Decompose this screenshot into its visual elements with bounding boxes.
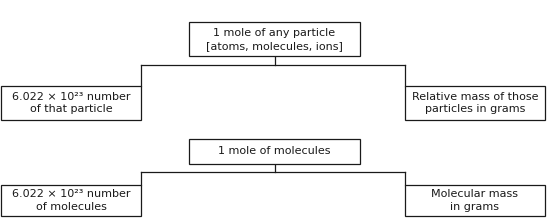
Text: Molecular mass
in grams: Molecular mass in grams <box>432 189 518 212</box>
FancyBboxPatch shape <box>189 139 360 164</box>
FancyBboxPatch shape <box>2 185 142 216</box>
FancyBboxPatch shape <box>2 86 142 120</box>
Text: Relative mass of those
particles in grams: Relative mass of those particles in gram… <box>412 92 538 114</box>
FancyBboxPatch shape <box>405 86 545 120</box>
FancyBboxPatch shape <box>189 23 360 57</box>
Text: 1 mole of molecules: 1 mole of molecules <box>219 146 330 156</box>
Text: 1 mole of any particle
[atoms, molecules, ions]: 1 mole of any particle [atoms, molecules… <box>206 28 343 51</box>
Text: 6.022 × 10²³ number
of that particle: 6.022 × 10²³ number of that particle <box>12 92 131 114</box>
Text: 6.022 × 10²³ number
of molecules: 6.022 × 10²³ number of molecules <box>12 189 131 212</box>
FancyBboxPatch shape <box>405 185 545 216</box>
